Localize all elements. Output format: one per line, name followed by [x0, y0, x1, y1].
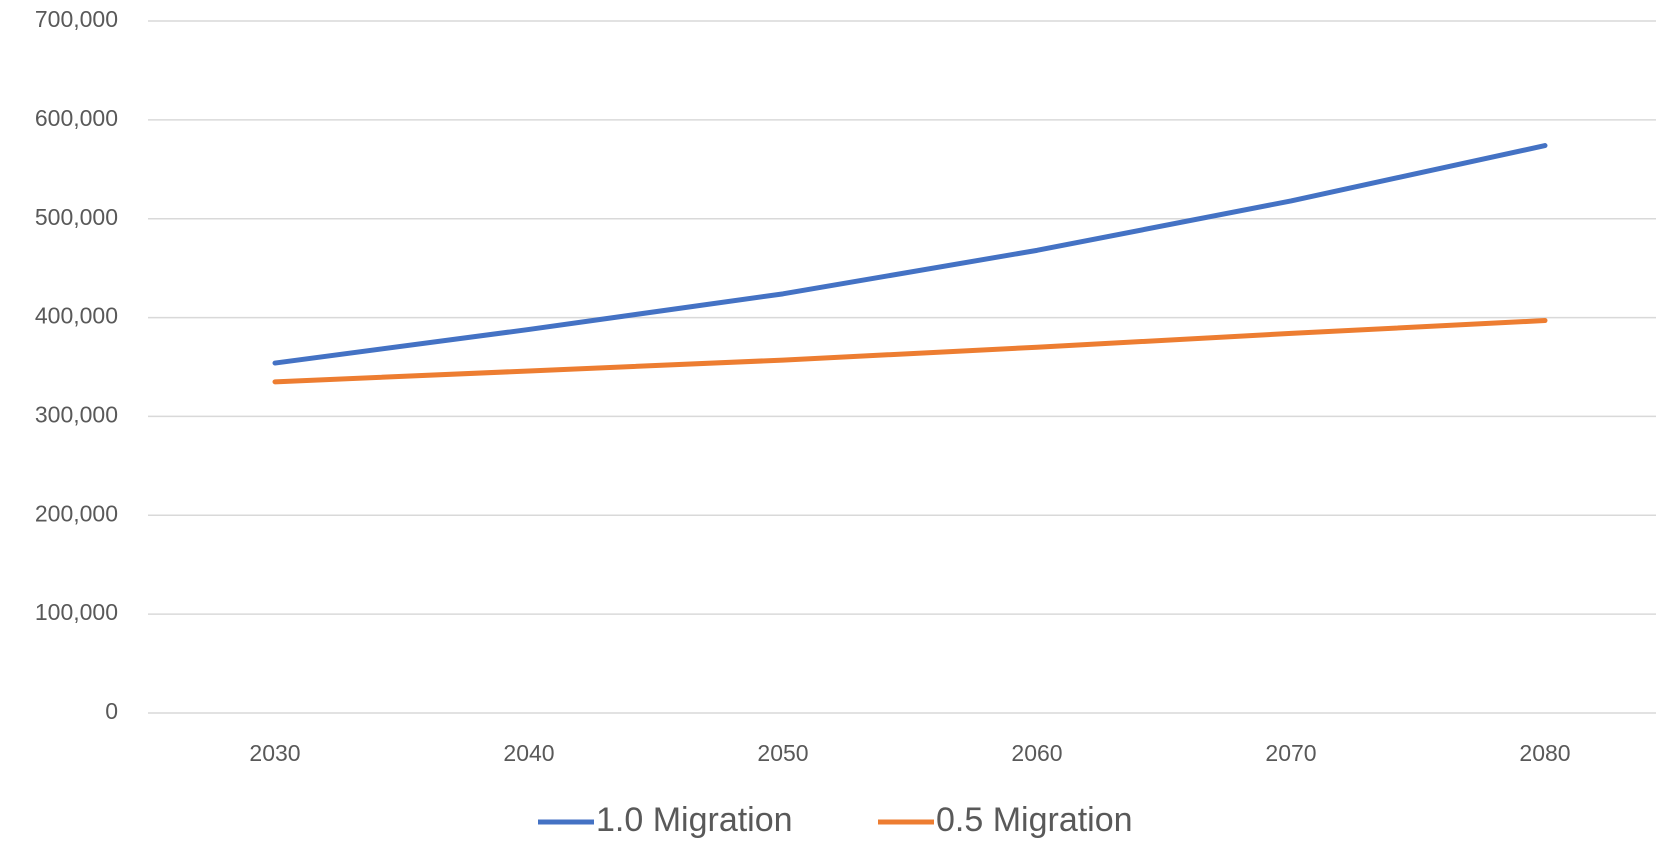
y-tick-label: 300,000	[35, 402, 118, 428]
y-tick-label: 400,000	[35, 303, 118, 329]
x-tick-label: 2070	[1265, 740, 1316, 766]
y-tick-label: 500,000	[35, 204, 118, 230]
y-tick-label: 700,000	[35, 6, 118, 32]
line	[272, 318, 1548, 385]
y-tick-label: 100,000	[35, 599, 118, 625]
y-tick-label: 200,000	[35, 500, 118, 526]
x-tick-label: 2050	[757, 740, 808, 766]
legend-label: 0.5 Migration	[936, 801, 1133, 839]
x-tick-label: 2030	[249, 740, 300, 766]
y-tick-label: 600,000	[35, 105, 118, 131]
y-tick-label: 0	[105, 698, 118, 724]
line	[272, 143, 1548, 366]
x-tick-label: 2040	[503, 740, 554, 766]
x-tick-label: 2080	[1519, 740, 1570, 766]
x-tick-label: 2060	[1011, 740, 1062, 766]
legend-label: 1.0 Migration	[596, 801, 793, 839]
